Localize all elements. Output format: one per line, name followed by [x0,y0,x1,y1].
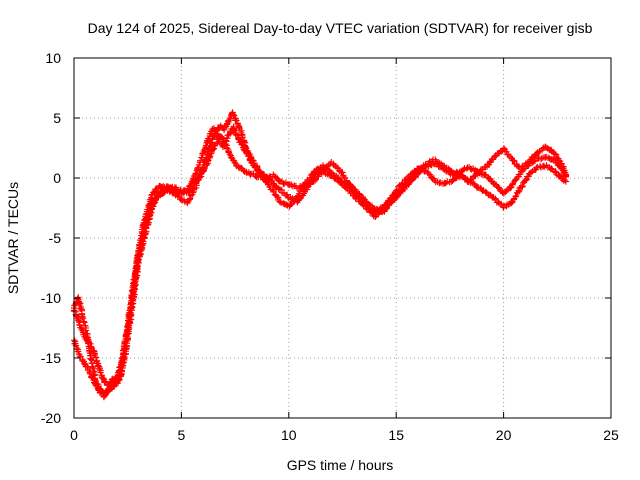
y-axis-label: SDTVAR / TECUs [5,182,21,294]
x-tick-label: 15 [388,427,404,443]
chart-title: Day 124 of 2025, Sidereal Day-to-day VTE… [88,20,593,36]
y-tick-label: -10 [41,290,61,306]
y-tick-label: 5 [53,110,61,126]
series-track-b [70,109,570,389]
data-layer [70,109,570,401]
tick-layer: 0 5 10 15 20 25 -20 -15 -10 -5 0 5 10 [41,50,619,443]
x-tick-label: 10 [281,427,297,443]
y-tick-label: 10 [45,50,61,66]
x-tick-label: 0 [70,427,78,443]
x-axis-label: GPS time / hours [287,457,394,473]
grid-layer [74,58,611,418]
y-tick-label: -20 [41,410,61,426]
y-tick-label: 0 [53,170,61,186]
x-tick-label: 5 [178,427,186,443]
x-tick-label: 25 [603,427,619,443]
y-tick-label: -5 [49,230,62,246]
x-tick-label: 20 [496,427,512,443]
series-markers [70,109,570,389]
series-markers [70,123,570,398]
series-track-c [70,123,570,398]
y-tick-label: -15 [41,350,61,366]
